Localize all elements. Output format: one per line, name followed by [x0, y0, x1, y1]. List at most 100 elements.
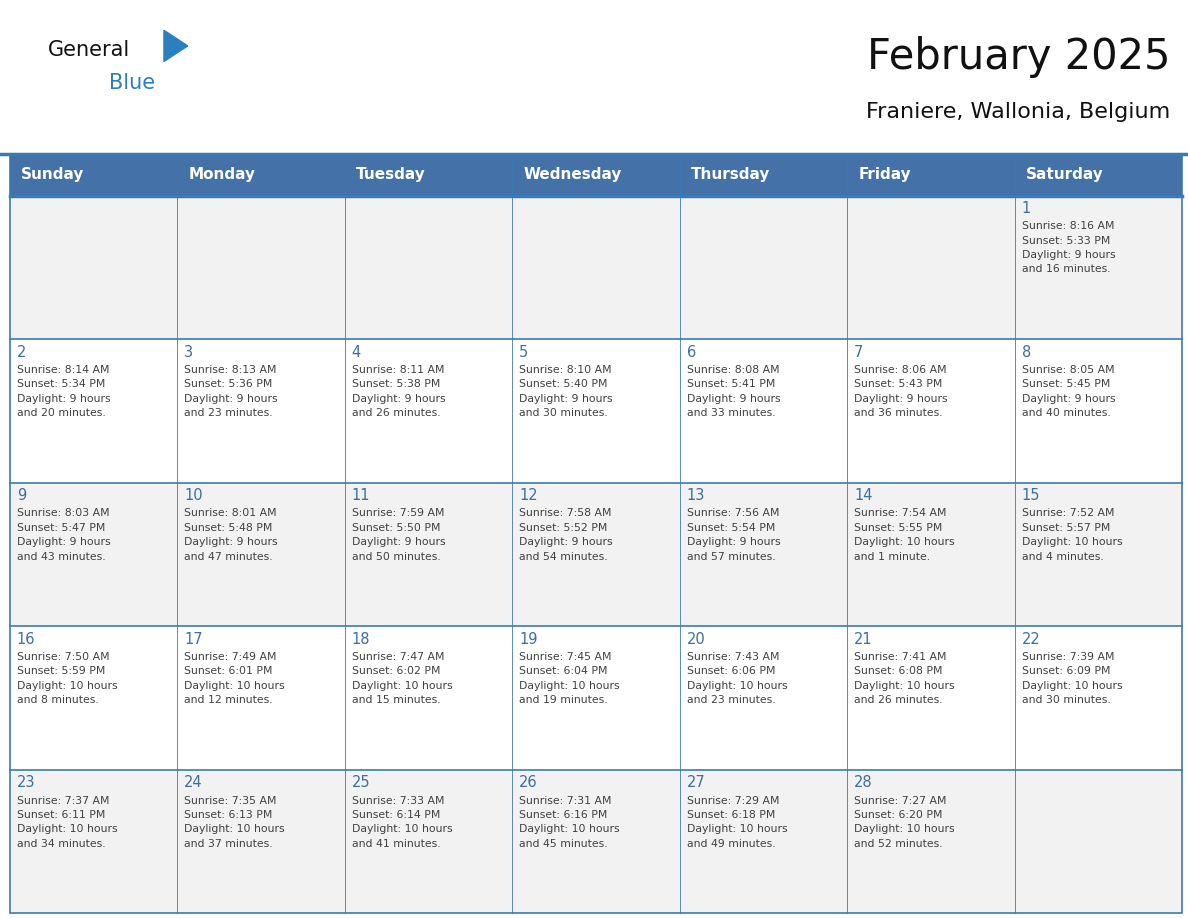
Text: Sunrise: 8:14 AM
Sunset: 5:34 PM
Daylight: 9 hours
and 20 minutes.: Sunrise: 8:14 AM Sunset: 5:34 PM Dayligh… — [17, 364, 110, 418]
Text: Thursday: Thursday — [691, 167, 771, 183]
Text: Sunrise: 7:27 AM
Sunset: 6:20 PM
Daylight: 10 hours
and 52 minutes.: Sunrise: 7:27 AM Sunset: 6:20 PM Dayligh… — [854, 796, 955, 849]
Text: Sunrise: 8:05 AM
Sunset: 5:45 PM
Daylight: 9 hours
and 40 minutes.: Sunrise: 8:05 AM Sunset: 5:45 PM Dayligh… — [1022, 364, 1116, 418]
Text: 24: 24 — [184, 776, 203, 790]
Bar — [345, 154, 512, 196]
Bar — [847, 770, 1015, 913]
Text: Sunrise: 8:08 AM
Sunset: 5:41 PM
Daylight: 9 hours
and 33 minutes.: Sunrise: 8:08 AM Sunset: 5:41 PM Dayligh… — [687, 364, 781, 418]
Bar — [512, 196, 680, 339]
Bar — [680, 626, 847, 770]
Bar — [847, 154, 1015, 196]
Text: Sunrise: 8:06 AM
Sunset: 5:43 PM
Daylight: 9 hours
and 36 minutes.: Sunrise: 8:06 AM Sunset: 5:43 PM Dayligh… — [854, 364, 948, 418]
Bar — [10, 483, 177, 626]
Bar — [177, 770, 345, 913]
Bar — [1015, 626, 1182, 770]
Text: Sunrise: 7:56 AM
Sunset: 5:54 PM
Daylight: 9 hours
and 57 minutes.: Sunrise: 7:56 AM Sunset: 5:54 PM Dayligh… — [687, 509, 781, 562]
Text: Sunrise: 7:49 AM
Sunset: 6:01 PM
Daylight: 10 hours
and 12 minutes.: Sunrise: 7:49 AM Sunset: 6:01 PM Dayligh… — [184, 652, 285, 705]
Bar — [10, 770, 177, 913]
Text: Sunrise: 7:39 AM
Sunset: 6:09 PM
Daylight: 10 hours
and 30 minutes.: Sunrise: 7:39 AM Sunset: 6:09 PM Dayligh… — [1022, 652, 1123, 705]
Text: Sunrise: 8:01 AM
Sunset: 5:48 PM
Daylight: 9 hours
and 47 minutes.: Sunrise: 8:01 AM Sunset: 5:48 PM Dayligh… — [184, 509, 278, 562]
Text: Sunrise: 8:16 AM
Sunset: 5:33 PM
Daylight: 9 hours
and 16 minutes.: Sunrise: 8:16 AM Sunset: 5:33 PM Dayligh… — [1022, 221, 1116, 274]
Text: Sunrise: 7:45 AM
Sunset: 6:04 PM
Daylight: 10 hours
and 19 minutes.: Sunrise: 7:45 AM Sunset: 6:04 PM Dayligh… — [519, 652, 620, 705]
Bar — [177, 196, 345, 339]
Text: Sunrise: 7:43 AM
Sunset: 6:06 PM
Daylight: 10 hours
and 23 minutes.: Sunrise: 7:43 AM Sunset: 6:06 PM Dayligh… — [687, 652, 788, 705]
Bar — [10, 626, 177, 770]
Text: 23: 23 — [17, 776, 36, 790]
Bar — [1015, 770, 1182, 913]
Bar — [1015, 154, 1182, 196]
Text: 4: 4 — [352, 344, 361, 360]
Text: Saturday: Saturday — [1026, 167, 1104, 183]
Text: Sunrise: 8:11 AM
Sunset: 5:38 PM
Daylight: 9 hours
and 26 minutes.: Sunrise: 8:11 AM Sunset: 5:38 PM Dayligh… — [352, 364, 446, 418]
Bar — [680, 770, 847, 913]
Text: 17: 17 — [184, 632, 203, 647]
Bar — [345, 339, 512, 483]
Text: Sunrise: 7:54 AM
Sunset: 5:55 PM
Daylight: 10 hours
and 1 minute.: Sunrise: 7:54 AM Sunset: 5:55 PM Dayligh… — [854, 509, 955, 562]
Bar — [345, 770, 512, 913]
Bar — [177, 154, 345, 196]
Text: Sunrise: 7:50 AM
Sunset: 5:59 PM
Daylight: 10 hours
and 8 minutes.: Sunrise: 7:50 AM Sunset: 5:59 PM Dayligh… — [17, 652, 118, 705]
Text: 26: 26 — [519, 776, 538, 790]
Bar — [10, 154, 1182, 913]
Bar — [10, 196, 177, 339]
Text: 27: 27 — [687, 776, 706, 790]
Text: 19: 19 — [519, 632, 538, 647]
Text: Sunrise: 8:10 AM
Sunset: 5:40 PM
Daylight: 9 hours
and 30 minutes.: Sunrise: 8:10 AM Sunset: 5:40 PM Dayligh… — [519, 364, 613, 418]
Bar — [10, 154, 177, 196]
Text: 1: 1 — [1022, 201, 1031, 216]
Text: 11: 11 — [352, 488, 371, 503]
Bar — [847, 339, 1015, 483]
Bar — [512, 770, 680, 913]
Bar — [345, 483, 512, 626]
Text: 14: 14 — [854, 488, 873, 503]
Bar — [680, 196, 847, 339]
Polygon shape — [164, 30, 188, 62]
Bar — [10, 339, 177, 483]
Bar — [847, 196, 1015, 339]
Text: General: General — [48, 40, 129, 61]
Bar — [680, 154, 847, 196]
Bar — [1015, 483, 1182, 626]
Text: Sunrise: 8:13 AM
Sunset: 5:36 PM
Daylight: 9 hours
and 23 minutes.: Sunrise: 8:13 AM Sunset: 5:36 PM Dayligh… — [184, 364, 278, 418]
Text: Sunrise: 7:33 AM
Sunset: 6:14 PM
Daylight: 10 hours
and 41 minutes.: Sunrise: 7:33 AM Sunset: 6:14 PM Dayligh… — [352, 796, 453, 849]
Text: Monday: Monday — [189, 167, 255, 183]
Bar — [680, 483, 847, 626]
Bar — [1015, 196, 1182, 339]
Text: Sunrise: 7:47 AM
Sunset: 6:02 PM
Daylight: 10 hours
and 15 minutes.: Sunrise: 7:47 AM Sunset: 6:02 PM Dayligh… — [352, 652, 453, 705]
Text: 20: 20 — [687, 632, 706, 647]
Text: Wednesday: Wednesday — [524, 167, 623, 183]
Text: Sunrise: 7:31 AM
Sunset: 6:16 PM
Daylight: 10 hours
and 45 minutes.: Sunrise: 7:31 AM Sunset: 6:16 PM Dayligh… — [519, 796, 620, 849]
Text: 9: 9 — [17, 488, 26, 503]
Text: Friday: Friday — [859, 167, 911, 183]
Text: 8: 8 — [1022, 344, 1031, 360]
Text: 2: 2 — [17, 344, 26, 360]
Text: 21: 21 — [854, 632, 873, 647]
Text: 6: 6 — [687, 344, 696, 360]
Text: Sunday: Sunday — [21, 167, 84, 183]
Bar — [512, 339, 680, 483]
Text: 16: 16 — [17, 632, 36, 647]
Text: Sunrise: 7:59 AM
Sunset: 5:50 PM
Daylight: 9 hours
and 50 minutes.: Sunrise: 7:59 AM Sunset: 5:50 PM Dayligh… — [352, 509, 446, 562]
Text: 12: 12 — [519, 488, 538, 503]
Text: 5: 5 — [519, 344, 529, 360]
Bar — [177, 339, 345, 483]
Text: 3: 3 — [184, 344, 194, 360]
Text: 25: 25 — [352, 776, 371, 790]
Text: 28: 28 — [854, 776, 873, 790]
Bar — [680, 339, 847, 483]
Text: Sunrise: 8:03 AM
Sunset: 5:47 PM
Daylight: 9 hours
and 43 minutes.: Sunrise: 8:03 AM Sunset: 5:47 PM Dayligh… — [17, 509, 110, 562]
Text: Tuesday: Tuesday — [356, 167, 426, 183]
Text: 22: 22 — [1022, 632, 1041, 647]
Bar — [345, 196, 512, 339]
Bar — [847, 626, 1015, 770]
Text: Sunrise: 7:41 AM
Sunset: 6:08 PM
Daylight: 10 hours
and 26 minutes.: Sunrise: 7:41 AM Sunset: 6:08 PM Dayligh… — [854, 652, 955, 705]
Bar — [512, 154, 680, 196]
Text: Sunrise: 7:29 AM
Sunset: 6:18 PM
Daylight: 10 hours
and 49 minutes.: Sunrise: 7:29 AM Sunset: 6:18 PM Dayligh… — [687, 796, 788, 849]
Text: Blue: Blue — [109, 73, 156, 93]
Text: February 2025: February 2025 — [867, 36, 1170, 78]
Text: 13: 13 — [687, 488, 704, 503]
Bar — [847, 483, 1015, 626]
Text: Sunrise: 7:58 AM
Sunset: 5:52 PM
Daylight: 9 hours
and 54 minutes.: Sunrise: 7:58 AM Sunset: 5:52 PM Dayligh… — [519, 509, 613, 562]
Bar — [177, 483, 345, 626]
Bar — [1015, 339, 1182, 483]
Text: 18: 18 — [352, 632, 371, 647]
